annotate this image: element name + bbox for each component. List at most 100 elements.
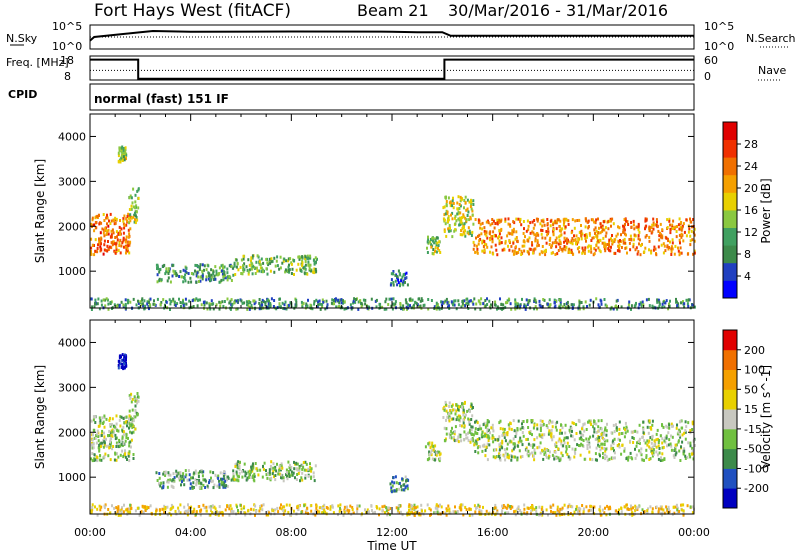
data-cell [122, 442, 125, 445]
data-cell [301, 305, 304, 309]
data-cell [503, 432, 505, 436]
data-cell [210, 268, 213, 272]
data-cell [136, 412, 139, 416]
data-cell [599, 454, 601, 458]
data-cell [668, 423, 671, 427]
data-cell [126, 214, 129, 218]
data-cell [498, 229, 501, 233]
data-cell [315, 506, 318, 510]
data-cell [674, 505, 677, 509]
data-cell [103, 431, 105, 435]
data-cell [693, 251, 696, 255]
data-cell [94, 458, 97, 462]
data-cell [555, 513, 558, 517]
data-cell [485, 434, 488, 438]
data-cell [679, 430, 681, 434]
data-cell [595, 297, 598, 301]
data-cell [253, 474, 256, 478]
data-cell [329, 505, 332, 509]
data-cell [461, 227, 464, 231]
data-cell [632, 437, 635, 440]
data-cell [535, 300, 538, 304]
data-cell [685, 425, 688, 429]
data-cell [457, 217, 460, 221]
data-cell [96, 302, 99, 306]
data-cell [563, 303, 566, 306]
data-cell [388, 297, 391, 301]
data-cell [638, 423, 641, 427]
data-cell [114, 216, 117, 220]
data-cell [659, 434, 662, 438]
x-tick-label: 00:00 [678, 526, 710, 539]
data-cell [250, 256, 253, 260]
data-cell [90, 237, 93, 241]
data-cell [230, 264, 233, 268]
data-cell [539, 426, 542, 430]
data-cell [477, 428, 480, 431]
data-cell [459, 195, 462, 199]
data-cell [509, 302, 512, 306]
data-cell [567, 504, 570, 508]
data-cell [536, 244, 539, 248]
data-cell [566, 300, 569, 304]
power-ylabel: Slant Range [km] [33, 159, 47, 263]
data-cell [230, 303, 233, 307]
data-cell [214, 473, 217, 477]
data-cell [687, 304, 690, 308]
data-cell [670, 247, 673, 251]
data-cell [560, 423, 562, 427]
data-cell [228, 301, 231, 305]
data-cell [123, 214, 126, 218]
data-cell [160, 481, 163, 485]
data-cell [516, 444, 519, 448]
data-cell [287, 269, 290, 272]
data-cell [278, 468, 281, 472]
data-cell [118, 148, 121, 152]
data-cell [430, 245, 433, 249]
data-cell [409, 304, 411, 308]
data-cell [132, 215, 135, 219]
data-cell [588, 445, 591, 449]
data-cell [203, 264, 206, 268]
data-cell [500, 236, 503, 240]
data-cell [530, 419, 533, 422]
data-cell [666, 226, 669, 229]
data-cell [462, 213, 465, 217]
data-cell [438, 240, 441, 244]
data-cell [127, 244, 130, 248]
data-cell [221, 483, 224, 487]
data-cell [588, 233, 591, 237]
data-cell [513, 429, 516, 433]
data-cell [176, 273, 179, 277]
data-cell [289, 257, 292, 261]
data-cell [91, 452, 94, 455]
data-cell [123, 223, 126, 227]
scatter-region-2 [117, 353, 128, 371]
data-cell [460, 503, 463, 507]
colorbar-swatch [723, 330, 737, 351]
data-cell [108, 446, 111, 450]
data-cell [651, 223, 654, 227]
data-cell [222, 265, 225, 269]
data-cell [551, 425, 554, 429]
data-cell [167, 272, 170, 275]
data-cell [267, 300, 270, 304]
data-cell [251, 254, 254, 258]
data-cell [655, 432, 658, 436]
data-cell [130, 392, 133, 396]
data-cell [592, 425, 594, 429]
data-cell [638, 242, 640, 246]
data-cell [600, 225, 603, 229]
data-cell [134, 206, 137, 210]
data-cell [360, 302, 363, 305]
data-cell [141, 302, 144, 306]
data-cell [192, 305, 195, 308]
data-cell [661, 437, 664, 441]
data-cell [120, 244, 123, 248]
data-cell [483, 226, 486, 230]
colorbar-swatch [723, 174, 737, 193]
data-cell [481, 444, 484, 448]
data-cell [666, 425, 669, 429]
data-cell [625, 503, 628, 507]
data-cell [119, 229, 122, 233]
